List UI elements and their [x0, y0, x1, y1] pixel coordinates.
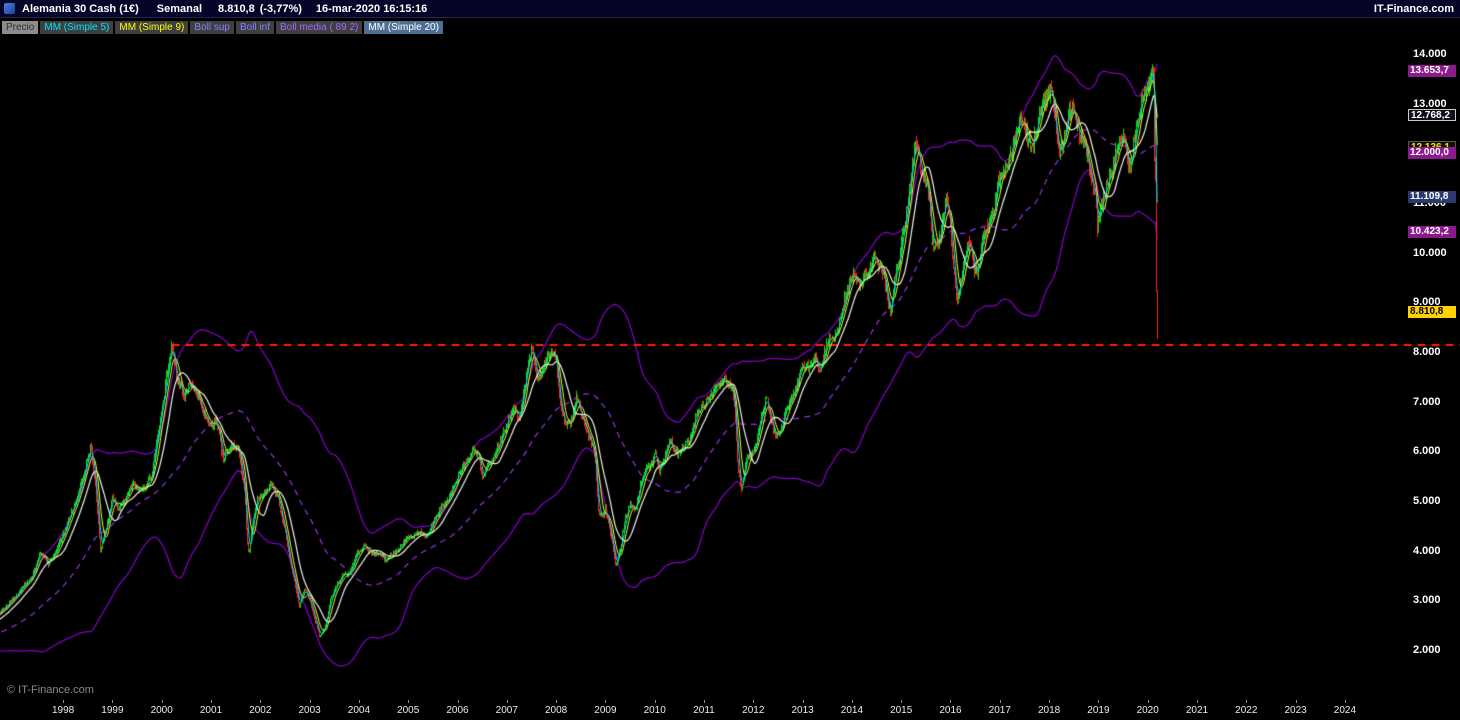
time-axis-tick — [63, 700, 65, 703]
app-icon — [4, 3, 15, 14]
time-axis-tick — [1196, 700, 1198, 703]
quote-timestamp: 16-mar-2020 16:15:16 — [315, 2, 428, 15]
time-axis-tick — [802, 700, 804, 703]
time-axis-label: 2009 — [594, 705, 617, 716]
brand-link[interactable]: IT-Finance.com — [1373, 2, 1454, 15]
price-tag: 11.109,8 — [1408, 191, 1456, 204]
time-axis-label: 2021 — [1185, 705, 1209, 716]
time-axis-tick — [654, 700, 656, 703]
time-axis-label: 2010 — [643, 705, 666, 716]
time-axis-tick — [358, 700, 360, 703]
time-axis-label: 2007 — [495, 705, 518, 716]
price-axis-label: 5.000 — [1413, 494, 1441, 507]
chart-region: © IT-Finance.com 14.00013.00012.00011.00… — [0, 36, 1460, 700]
time-axis-label: 2013 — [791, 705, 814, 716]
time-axis-label: 2015 — [890, 705, 913, 716]
time-axis-tick — [1147, 700, 1149, 703]
time-axis-tick — [506, 700, 508, 703]
time-axis-label: 2016 — [939, 705, 962, 716]
time-axis-tick — [112, 700, 114, 703]
time-axis-label: 2017 — [988, 705, 1011, 716]
price-axis-label: 8.000 — [1413, 345, 1441, 358]
legend-chip-mm5[interactable]: MM (Simple 5) — [40, 20, 114, 34]
legend-chip-boll-media[interactable]: Boll media ( 89 2) — [275, 20, 363, 34]
time-axis-tick — [1344, 700, 1346, 703]
time-axis[interactable]: 1998 1999 2000 2001 2002 2003 2004 2005 2006 2007… — [0, 700, 1460, 720]
time-axis-tick — [950, 700, 952, 703]
time-axis-label: 2012 — [742, 705, 765, 716]
time-axis-tick — [704, 700, 705, 703]
time-axis-label: 2001 — [199, 705, 223, 716]
watermark: © IT-Finance.com — [7, 684, 94, 696]
instrument-name: Alemania 30 Cash (1€) — [22, 2, 139, 15]
price-tag: 10.423,2 — [1408, 225, 1456, 238]
title-bar: Alemania 30 Cash (1€) Semanal 8.810,8 (-… — [0, 0, 1460, 18]
price-axis-label: 9.000 — [1413, 296, 1441, 309]
time-axis-tick — [1049, 700, 1051, 703]
legend-chip-precio[interactable]: Precio — [2, 20, 39, 34]
time-axis-label: 2005 — [397, 705, 420, 716]
price-chart-canvas[interactable] — [0, 36, 1460, 700]
time-axis-label: 2024 — [1333, 705, 1357, 716]
time-axis-tick — [1098, 700, 1100, 703]
price-tag: 13.653,7 — [1408, 65, 1456, 78]
price-axis-label: 3.000 — [1413, 594, 1441, 607]
time-axis-label: 2003 — [298, 705, 321, 716]
time-axis-tick — [309, 700, 311, 703]
time-axis-label: 2011 — [693, 705, 715, 716]
time-axis-label: 2000 — [150, 705, 173, 716]
time-axis-tick — [851, 700, 853, 703]
legend-chip-mm20[interactable]: MM (Simple 20) — [364, 20, 443, 34]
time-axis-label: 2022 — [1235, 705, 1258, 716]
legend-chip-boll-inf[interactable]: Boll inf — [235, 20, 274, 34]
price-tag: 12.768,2 — [1408, 109, 1456, 122]
price-tag: 12.000,0 — [1408, 147, 1456, 160]
time-axis-label: 2019 — [1087, 705, 1110, 716]
indicator-legend: Precio MM (Simple 5) MM (Simple 9) Boll sup… — [0, 18, 1460, 36]
time-axis-tick — [1246, 700, 1248, 703]
time-axis-label: 2018 — [1037, 705, 1061, 716]
price-axis-label: 4.000 — [1413, 544, 1441, 557]
price-axis-label: 13.000 — [1413, 97, 1447, 110]
price-axis-label: 7.000 — [1413, 395, 1441, 408]
time-axis-tick — [408, 700, 410, 703]
time-axis-tick — [753, 700, 755, 703]
time-axis-tick — [161, 700, 163, 703]
time-axis-label: 2023 — [1284, 705, 1307, 716]
timeframe-label: Semanal — [156, 2, 203, 15]
legend-chip-mm9[interactable]: MM (Simple 9) — [115, 20, 189, 34]
time-axis-label: 2014 — [840, 705, 864, 716]
price-axis-label: 2.000 — [1413, 643, 1441, 656]
time-axis-tick — [211, 700, 212, 703]
time-axis-tick — [1295, 700, 1297, 703]
price-tag: 8.810,8 — [1408, 305, 1456, 318]
time-axis-tick — [556, 700, 558, 703]
time-axis-tick — [901, 700, 903, 703]
time-axis-tick — [260, 700, 262, 703]
time-axis-label: 1998 — [51, 705, 75, 716]
legend-chip-boll-sup[interactable]: Boll sup — [190, 20, 234, 34]
time-axis-tick — [457, 700, 459, 703]
price-axis[interactable]: 14.00013.00012.00011.00010.0009.0008.000… — [1408, 36, 1460, 700]
price-axis-label: 14.000 — [1413, 47, 1447, 60]
time-axis-label: 2002 — [249, 705, 272, 716]
time-axis-tick — [999, 700, 1001, 703]
change-percent: (-3,77%) — [259, 2, 302, 15]
time-axis-label: 1999 — [101, 705, 124, 716]
time-axis-label: 2008 — [544, 705, 568, 716]
price-axis-label: 6.000 — [1413, 445, 1441, 458]
time-axis-tick — [605, 700, 607, 703]
time-axis-label: 2004 — [347, 705, 371, 716]
time-axis-label: 2020 — [1136, 705, 1159, 716]
price-axis-label: 10.000 — [1413, 246, 1447, 259]
last-price: 8.810,8 — [218, 2, 255, 15]
time-axis-label: 2006 — [446, 705, 469, 716]
